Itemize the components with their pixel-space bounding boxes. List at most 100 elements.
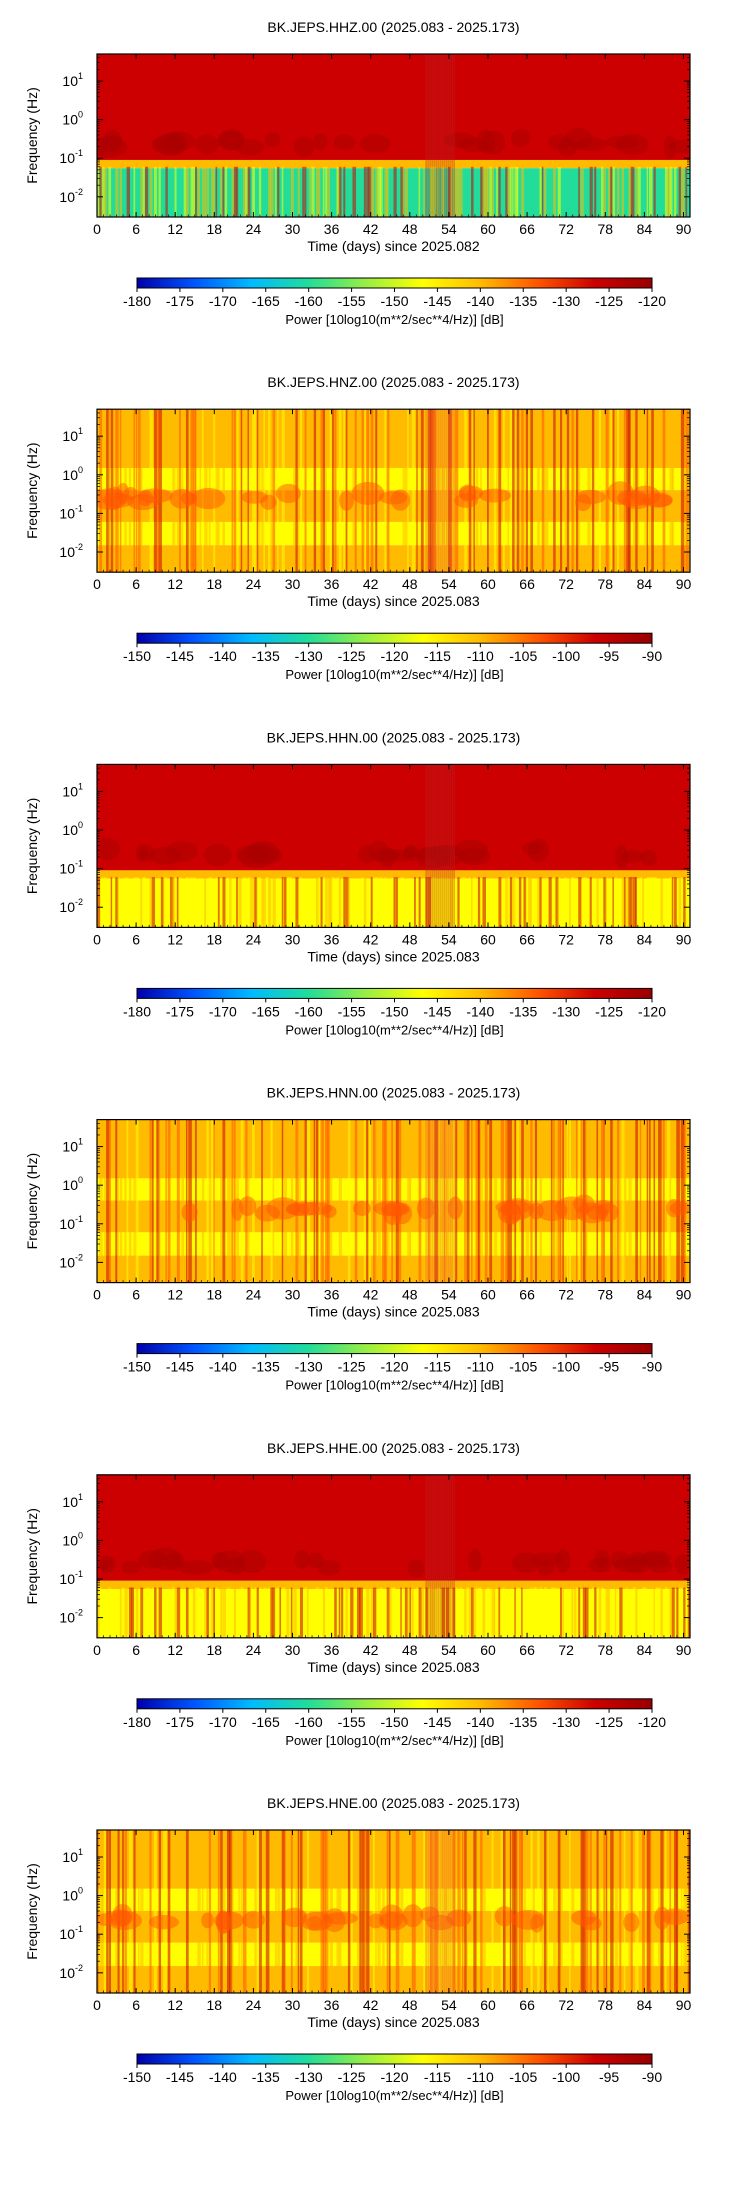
colorbar-tick-label: -135	[252, 648, 280, 664]
colorbar-tick-label: -125	[595, 1714, 623, 1730]
x-tick-label: 0	[93, 1287, 101, 1303]
x-tick-label: 6	[132, 576, 140, 592]
colorbar-tick-label: -100	[552, 2069, 580, 2085]
colorbar-bar	[136, 2053, 653, 2065]
y-tick-label: 101	[62, 426, 83, 444]
colorbar-tick-label: -130	[295, 648, 323, 664]
colorbar-tick-label: -130	[552, 1714, 580, 1730]
colorbar-tick-label: -150	[380, 293, 408, 309]
x-tick-label: 48	[402, 1642, 418, 1658]
colorbar-tick-label: -150	[123, 1359, 151, 1375]
colorbar: -180 -175 -170 -165 -160 -155 -150 -145 -140 -135…	[123, 987, 666, 1037]
colorbar-tick-label: -145	[423, 293, 451, 309]
x-axis-label: Time (days) since 2025.082	[307, 238, 479, 254]
colorbar-tick-label: -170	[209, 293, 237, 309]
spectrogram-panel-5: BK.JEPS.HHE.00 (2025.083 - 2025.173) 0 6 12…	[24, 1440, 691, 1748]
colorbar-tick-label: -155	[338, 293, 366, 309]
x-tick-label: 48	[402, 1287, 418, 1303]
colorbar-bar	[136, 987, 653, 999]
plot-frame	[96, 1829, 691, 1994]
colorbar-label: Power [10log10(m**2/sec**4/Hz)] [dB]	[285, 1378, 503, 1393]
x-tick-label: 60	[480, 221, 496, 237]
x-tick-label: 84	[637, 221, 653, 237]
x-tick-label: 60	[480, 931, 496, 947]
x-axis-label: Time (days) since 2025.083	[307, 593, 479, 609]
colorbar-tick-label: -155	[338, 1003, 366, 1019]
spectrogram-image	[97, 1474, 690, 1638]
y-tick-label: 10-1	[59, 1569, 83, 1587]
colorbar-tick-label: -160	[295, 1003, 323, 1019]
x-tick-label: 72	[558, 1287, 574, 1303]
x-tick-label: 18	[207, 1642, 223, 1658]
x-tick-label: 18	[207, 1997, 223, 2013]
colorbar-tick-label: -95	[599, 2069, 619, 2085]
x-tick-label: 30	[285, 1642, 301, 1658]
spectrogram-image	[97, 1119, 690, 1283]
x-tick-label: 66	[519, 1287, 535, 1303]
colorbar-tick-label: -105	[509, 1359, 537, 1375]
plot-frame	[96, 1118, 691, 1284]
y-tick-label: 101	[62, 781, 83, 799]
x-tick-label: 54	[441, 1287, 457, 1303]
spectrogram-image	[97, 409, 690, 573]
colorbar-tick-label: -165	[252, 1714, 280, 1730]
colorbar: -180 -175 -170 -165 -160 -155 -150 -145 -140 -135…	[123, 1698, 666, 1748]
y-tick-label: 10-1	[59, 1924, 83, 1942]
x-tick-label: 6	[132, 1287, 140, 1303]
y-axis-label: Frequency (Hz)	[24, 1508, 40, 1604]
x-axis-label: Time (days) since 2025.083	[307, 2014, 479, 2030]
colorbar-tick-label: -125	[338, 2069, 366, 2085]
colorbar-tick-label: -130	[552, 293, 580, 309]
x-tick-label: 12	[167, 1287, 183, 1303]
y-tick-label: 100	[62, 1886, 83, 1904]
colorbar-label: Power [10log10(m**2/sec**4/Hz)] [dB]	[285, 1733, 503, 1748]
y-tick-label: 10-1	[59, 859, 83, 877]
colorbar-tick-label: -145	[423, 1003, 451, 1019]
spectrogram-panel-3: BK.JEPS.HHN.00 (2025.083 - 2025.173) 0 6 12…	[24, 729, 691, 1037]
colorbar-tick-label: -155	[338, 1714, 366, 1730]
x-tick-label: 66	[519, 576, 535, 592]
colorbar-tick-label: -120	[380, 2069, 408, 2085]
x-tick-label: 6	[132, 931, 140, 947]
colorbar-tick-label: -100	[552, 1359, 580, 1375]
y-tick-label: 101	[62, 1847, 83, 1865]
y-axis-label: Frequency (Hz)	[24, 1863, 40, 1959]
plot-frame	[96, 1474, 691, 1639]
x-tick-label: 78	[597, 576, 613, 592]
colorbar-tick-label: -125	[338, 1359, 366, 1375]
x-tick-label: 30	[285, 1287, 301, 1303]
x-tick-label: 36	[324, 931, 340, 947]
colorbar-tick-label: -165	[252, 1003, 280, 1019]
y-tick-label: 100	[62, 110, 83, 128]
x-tick-label: 42	[363, 576, 379, 592]
y-tick-label: 100	[62, 1530, 83, 1548]
x-tick-label: 0	[93, 221, 101, 237]
x-tick-label: 90	[676, 1997, 692, 2013]
colorbar-tick-label: -170	[209, 1714, 237, 1730]
colorbar-bar	[136, 277, 653, 289]
x-tick-label: 0	[93, 1997, 101, 2013]
colorbar-tick-label: -140	[209, 2069, 237, 2085]
colorbar-bar	[136, 1343, 653, 1355]
x-tick-label: 78	[597, 221, 613, 237]
colorbar-bar	[136, 1698, 653, 1710]
x-tick-label: 18	[207, 576, 223, 592]
x-tick-label: 12	[167, 1997, 183, 2013]
x-tick-label: 48	[402, 1997, 418, 2013]
x-tick-label: 36	[324, 221, 340, 237]
colorbar-tick-label: -160	[295, 1714, 323, 1730]
colorbar-tick-label: -95	[599, 1359, 619, 1375]
colorbar-tick-label: -120	[638, 293, 666, 309]
y-tick-label: 10-2	[59, 187, 83, 205]
colorbar-label: Power [10log10(m**2/sec**4/Hz)] [dB]	[285, 312, 503, 327]
x-tick-label: 60	[480, 1287, 496, 1303]
x-tick-label: 54	[441, 576, 457, 592]
x-tick-label: 84	[637, 931, 653, 947]
colorbar-tick-label: -135	[509, 1714, 537, 1730]
x-tick-label: 24	[246, 1997, 262, 2013]
y-axis-label: Frequency (Hz)	[24, 1153, 40, 1249]
colorbar: -180 -175 -170 -165 -160 -155 -150 -145 -140 -135…	[123, 277, 666, 327]
x-axis-label: Time (days) since 2025.083	[307, 1304, 479, 1320]
colorbar-label: Power [10log10(m**2/sec**4/Hz)] [dB]	[285, 2088, 503, 2103]
